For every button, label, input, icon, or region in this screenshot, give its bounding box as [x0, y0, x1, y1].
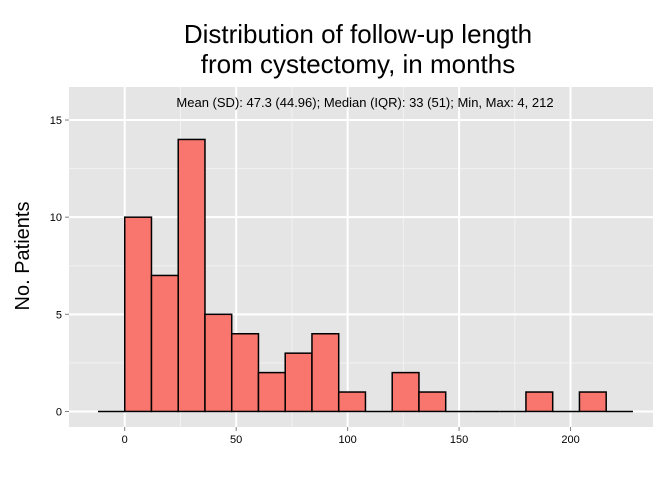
- major-gridlines: [69, 87, 653, 427]
- histogram-bar: [311, 332, 340, 413]
- x-tick-label: 50: [230, 434, 242, 446]
- histogram-bar: [204, 313, 233, 413]
- x-tick-label: 150: [450, 434, 468, 446]
- histogram-bar: [150, 274, 179, 413]
- y-axis-title: No. Patients: [12, 202, 34, 311]
- x-tick-label: 200: [561, 434, 579, 446]
- histogram-bars: [97, 138, 633, 413]
- histogram-bar: [578, 391, 607, 413]
- y-tick-label: 15: [50, 115, 62, 127]
- histogram-bar: [177, 138, 206, 413]
- histogram-bar: [525, 391, 554, 413]
- histogram-bar: [123, 216, 153, 413]
- histogram-bar: [284, 352, 313, 413]
- x-tick-label: 100: [338, 434, 356, 446]
- histogram-bar: [337, 391, 367, 413]
- histogram-bar: [391, 371, 420, 413]
- chart-title-line-1: Distribution of follow-up length: [184, 19, 532, 49]
- y-axis: 0 5 10 15: [50, 115, 69, 418]
- x-axis: 0 50 100 150 200: [122, 427, 580, 446]
- histogram-bar: [418, 391, 447, 413]
- histogram-bar: [257, 371, 286, 413]
- y-tick-label: 5: [56, 309, 62, 321]
- y-tick-label: 10: [50, 212, 62, 224]
- summary-annotation: Mean (SD): 47.3 (44.96); Median (IQR): 3…: [176, 95, 553, 110]
- y-tick-label: 0: [56, 406, 62, 418]
- chart-title-line-2: from cystectomy, in months: [201, 49, 516, 79]
- x-tick-label: 0: [122, 434, 128, 446]
- histogram-bar: [230, 332, 260, 413]
